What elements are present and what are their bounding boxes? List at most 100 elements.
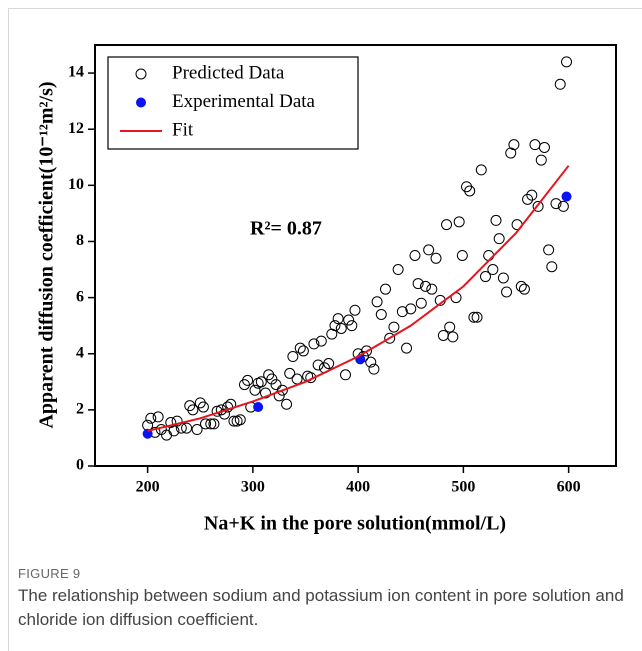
predicted-point bbox=[522, 193, 534, 205]
predicted-point bbox=[242, 374, 254, 386]
predicted-point bbox=[349, 304, 361, 316]
predicted-point bbox=[426, 283, 438, 295]
x-tick-label: 500 bbox=[451, 479, 475, 496]
legend-box bbox=[107, 56, 359, 150]
predicted-point bbox=[205, 418, 217, 430]
predicted-point bbox=[266, 373, 278, 385]
predicted-point bbox=[208, 418, 220, 430]
predicted-point bbox=[187, 404, 199, 416]
predicted-point bbox=[423, 244, 435, 256]
experimental-point bbox=[561, 191, 572, 202]
predicted-point bbox=[518, 283, 530, 295]
predicted-point bbox=[415, 297, 427, 309]
predicted-point bbox=[312, 359, 324, 371]
x-tick-label: 300 bbox=[241, 479, 265, 496]
predicted-point bbox=[329, 320, 341, 332]
x-tick-label: 400 bbox=[346, 479, 370, 496]
y-tick-label: 8 bbox=[76, 232, 84, 249]
predicted-point bbox=[375, 308, 387, 320]
predicted-point bbox=[561, 56, 573, 68]
experimental-point bbox=[253, 402, 264, 413]
predicted-point bbox=[308, 338, 320, 350]
predicted-point bbox=[532, 200, 544, 212]
predicted-point bbox=[409, 250, 421, 261]
predicted-point bbox=[483, 250, 495, 261]
y-tick-label: 0 bbox=[76, 457, 84, 474]
predicted-point bbox=[437, 329, 449, 341]
predicted-point bbox=[529, 139, 541, 151]
predicted-point bbox=[270, 379, 282, 391]
predicted-point bbox=[365, 356, 377, 368]
predicted-point bbox=[447, 331, 459, 343]
predicted-point bbox=[441, 219, 453, 231]
predicted-point bbox=[388, 321, 400, 333]
predicted-point bbox=[468, 311, 480, 323]
predicted-point bbox=[479, 271, 491, 283]
predicted-point bbox=[557, 200, 569, 212]
predicted-point bbox=[401, 342, 413, 354]
legend-label: Predicted Data bbox=[172, 62, 285, 83]
predicted-point bbox=[538, 141, 550, 153]
predicted-point bbox=[384, 332, 396, 344]
predicted-point bbox=[493, 233, 505, 245]
predicted-point bbox=[368, 363, 380, 375]
predicted-point bbox=[191, 424, 203, 436]
predicted-point bbox=[379, 283, 391, 295]
chart: Na+K in the pore solution(mmol/L) Appare… bbox=[36, 44, 617, 535]
x-axis-label: Na+K in the pore solution(mmol/L) bbox=[204, 513, 506, 535]
x-tick-label: 600 bbox=[557, 479, 581, 496]
predicted-point bbox=[343, 314, 355, 326]
predicted-point bbox=[297, 345, 309, 357]
predicted-point bbox=[181, 422, 193, 434]
predicted-point bbox=[361, 345, 373, 357]
plot-frame bbox=[94, 44, 617, 467]
predicted-point bbox=[281, 398, 293, 410]
figure-frame bbox=[8, 8, 642, 651]
predicted-point bbox=[340, 369, 352, 381]
predicted-point bbox=[249, 384, 261, 396]
predicted-point bbox=[501, 286, 513, 298]
predicted-point bbox=[543, 244, 555, 256]
predicted-point bbox=[234, 414, 246, 426]
predicted-point bbox=[200, 418, 212, 430]
legend-label: Experimental Data bbox=[172, 91, 316, 112]
predicted-point bbox=[291, 373, 303, 385]
legend-label: Fit bbox=[172, 119, 194, 140]
annotation: R²= 0.87 bbox=[250, 218, 322, 240]
predicted-point bbox=[371, 296, 383, 308]
predicted-point bbox=[228, 415, 240, 427]
legend-symbol bbox=[136, 97, 146, 108]
predicted-point bbox=[405, 303, 417, 315]
predicted-point bbox=[197, 401, 209, 413]
y-tick-label: 6 bbox=[76, 288, 84, 305]
predicted-point bbox=[255, 376, 267, 388]
predicted-point bbox=[260, 387, 272, 399]
y-tick-label: 10 bbox=[68, 176, 84, 193]
predicted-point bbox=[284, 367, 296, 379]
predicted-point bbox=[554, 78, 566, 90]
experimental-point bbox=[142, 428, 153, 439]
legend-symbol bbox=[135, 68, 147, 80]
y-axis-label: Apparent diffusion coefficient(10⁻¹²m²/s… bbox=[36, 81, 58, 428]
predicted-point bbox=[490, 214, 502, 226]
predicted-point bbox=[497, 272, 509, 284]
predicted-point bbox=[419, 280, 431, 292]
predicted-point bbox=[152, 411, 164, 423]
predicted-point bbox=[508, 139, 520, 151]
predicted-point bbox=[456, 250, 468, 261]
y-tick-label: 4 bbox=[76, 344, 84, 361]
caption: The relationship between sodium and pota… bbox=[18, 586, 624, 629]
predicted-point bbox=[471, 311, 483, 323]
predicted-point bbox=[294, 342, 306, 354]
predicted-point bbox=[535, 154, 547, 166]
predicted-point bbox=[515, 280, 527, 292]
figure-label: FIGURE 9 bbox=[18, 566, 81, 581]
predicted-point bbox=[487, 264, 499, 276]
predicted-point bbox=[335, 322, 347, 334]
predicted-point bbox=[145, 412, 157, 424]
predicted-point bbox=[332, 313, 344, 325]
predicted-point bbox=[550, 198, 562, 210]
y-tick-label: 2 bbox=[76, 401, 84, 418]
predicted-point bbox=[396, 306, 408, 318]
